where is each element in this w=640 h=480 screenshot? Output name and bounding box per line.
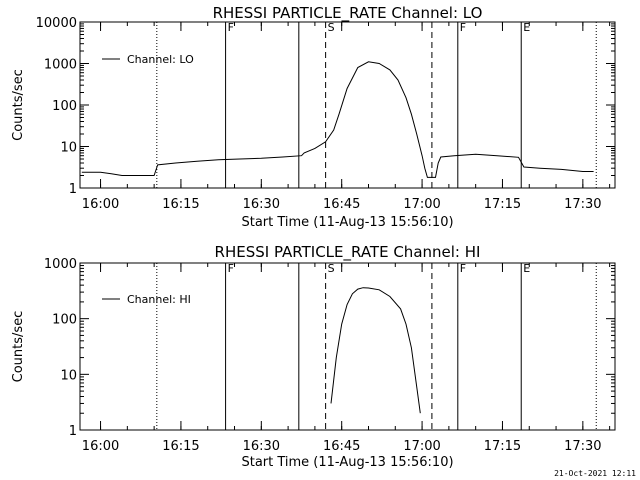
- x-tick-label: 17:00: [403, 439, 440, 454]
- y-tick-label: 100: [52, 99, 77, 114]
- legend-label: Channel: LO: [127, 53, 194, 66]
- x-tick-label: 16:15: [162, 197, 199, 212]
- x-axis-label: Start Time (11-Aug-13 15:56:10): [241, 455, 453, 470]
- y-tick-label: 1000: [44, 58, 77, 73]
- event-marker-label: E: [523, 262, 530, 275]
- chart-panel-hi: RHESSI PARTICLE_RATE Channel: HI Counts/s…: [11, 243, 616, 470]
- x-tick-label: 16:00: [82, 439, 119, 454]
- event-marker-label: S: [328, 21, 335, 34]
- x-tick-label: 16:15: [162, 439, 199, 454]
- y-tick-label: 10: [60, 368, 77, 383]
- series-line: [330, 287, 421, 414]
- x-tick-label: 17:30: [564, 197, 601, 212]
- x-tick-label: 17:15: [484, 197, 521, 212]
- x-tick-label: 16:45: [323, 439, 360, 454]
- chart-panel-lo: RHESSI PARTICLE_RATE Channel: LO Counts/s…: [11, 4, 616, 230]
- x-axis-label: Start Time (11-Aug-13 15:56:10): [241, 215, 453, 230]
- y-tick-label: 100: [52, 313, 77, 328]
- event-marker-label: F: [228, 21, 234, 34]
- x-tick-label: 16:00: [82, 197, 119, 212]
- legend-label: Channel: HI: [127, 293, 191, 306]
- event-marker-label: F: [228, 262, 234, 275]
- y-tick-label: 1: [69, 182, 77, 197]
- y-tick-label: 1: [69, 424, 77, 439]
- plot-frame: [79, 262, 616, 431]
- event-marker-label: E: [523, 21, 530, 34]
- event-marker-label: S: [328, 262, 335, 275]
- event-marker-label: F: [460, 21, 466, 34]
- x-tick-label: 16:30: [243, 197, 280, 212]
- x-tick-label: 16:30: [243, 439, 280, 454]
- chart-title: RHESSI PARTICLE_RATE Channel: LO: [213, 4, 483, 23]
- y-axis-label: Counts/sec: [11, 69, 26, 141]
- timestamp: 21-Oct-2021 12:11: [554, 469, 636, 478]
- y-tick-label: 10: [60, 141, 77, 156]
- x-tick-label: 17:15: [484, 439, 521, 454]
- y-tick-label: 10000: [36, 16, 77, 31]
- x-tick-label: 17:30: [564, 439, 601, 454]
- event-marker-label: F: [460, 262, 466, 275]
- x-tick-label: 16:45: [323, 197, 360, 212]
- y-axis-label: Counts/sec: [11, 311, 26, 383]
- x-tick-label: 17:00: [403, 197, 440, 212]
- series-line: [81, 61, 594, 178]
- chart-title: RHESSI PARTICLE_RATE Channel: HI: [215, 243, 481, 262]
- y-tick-label: 1000: [44, 257, 77, 272]
